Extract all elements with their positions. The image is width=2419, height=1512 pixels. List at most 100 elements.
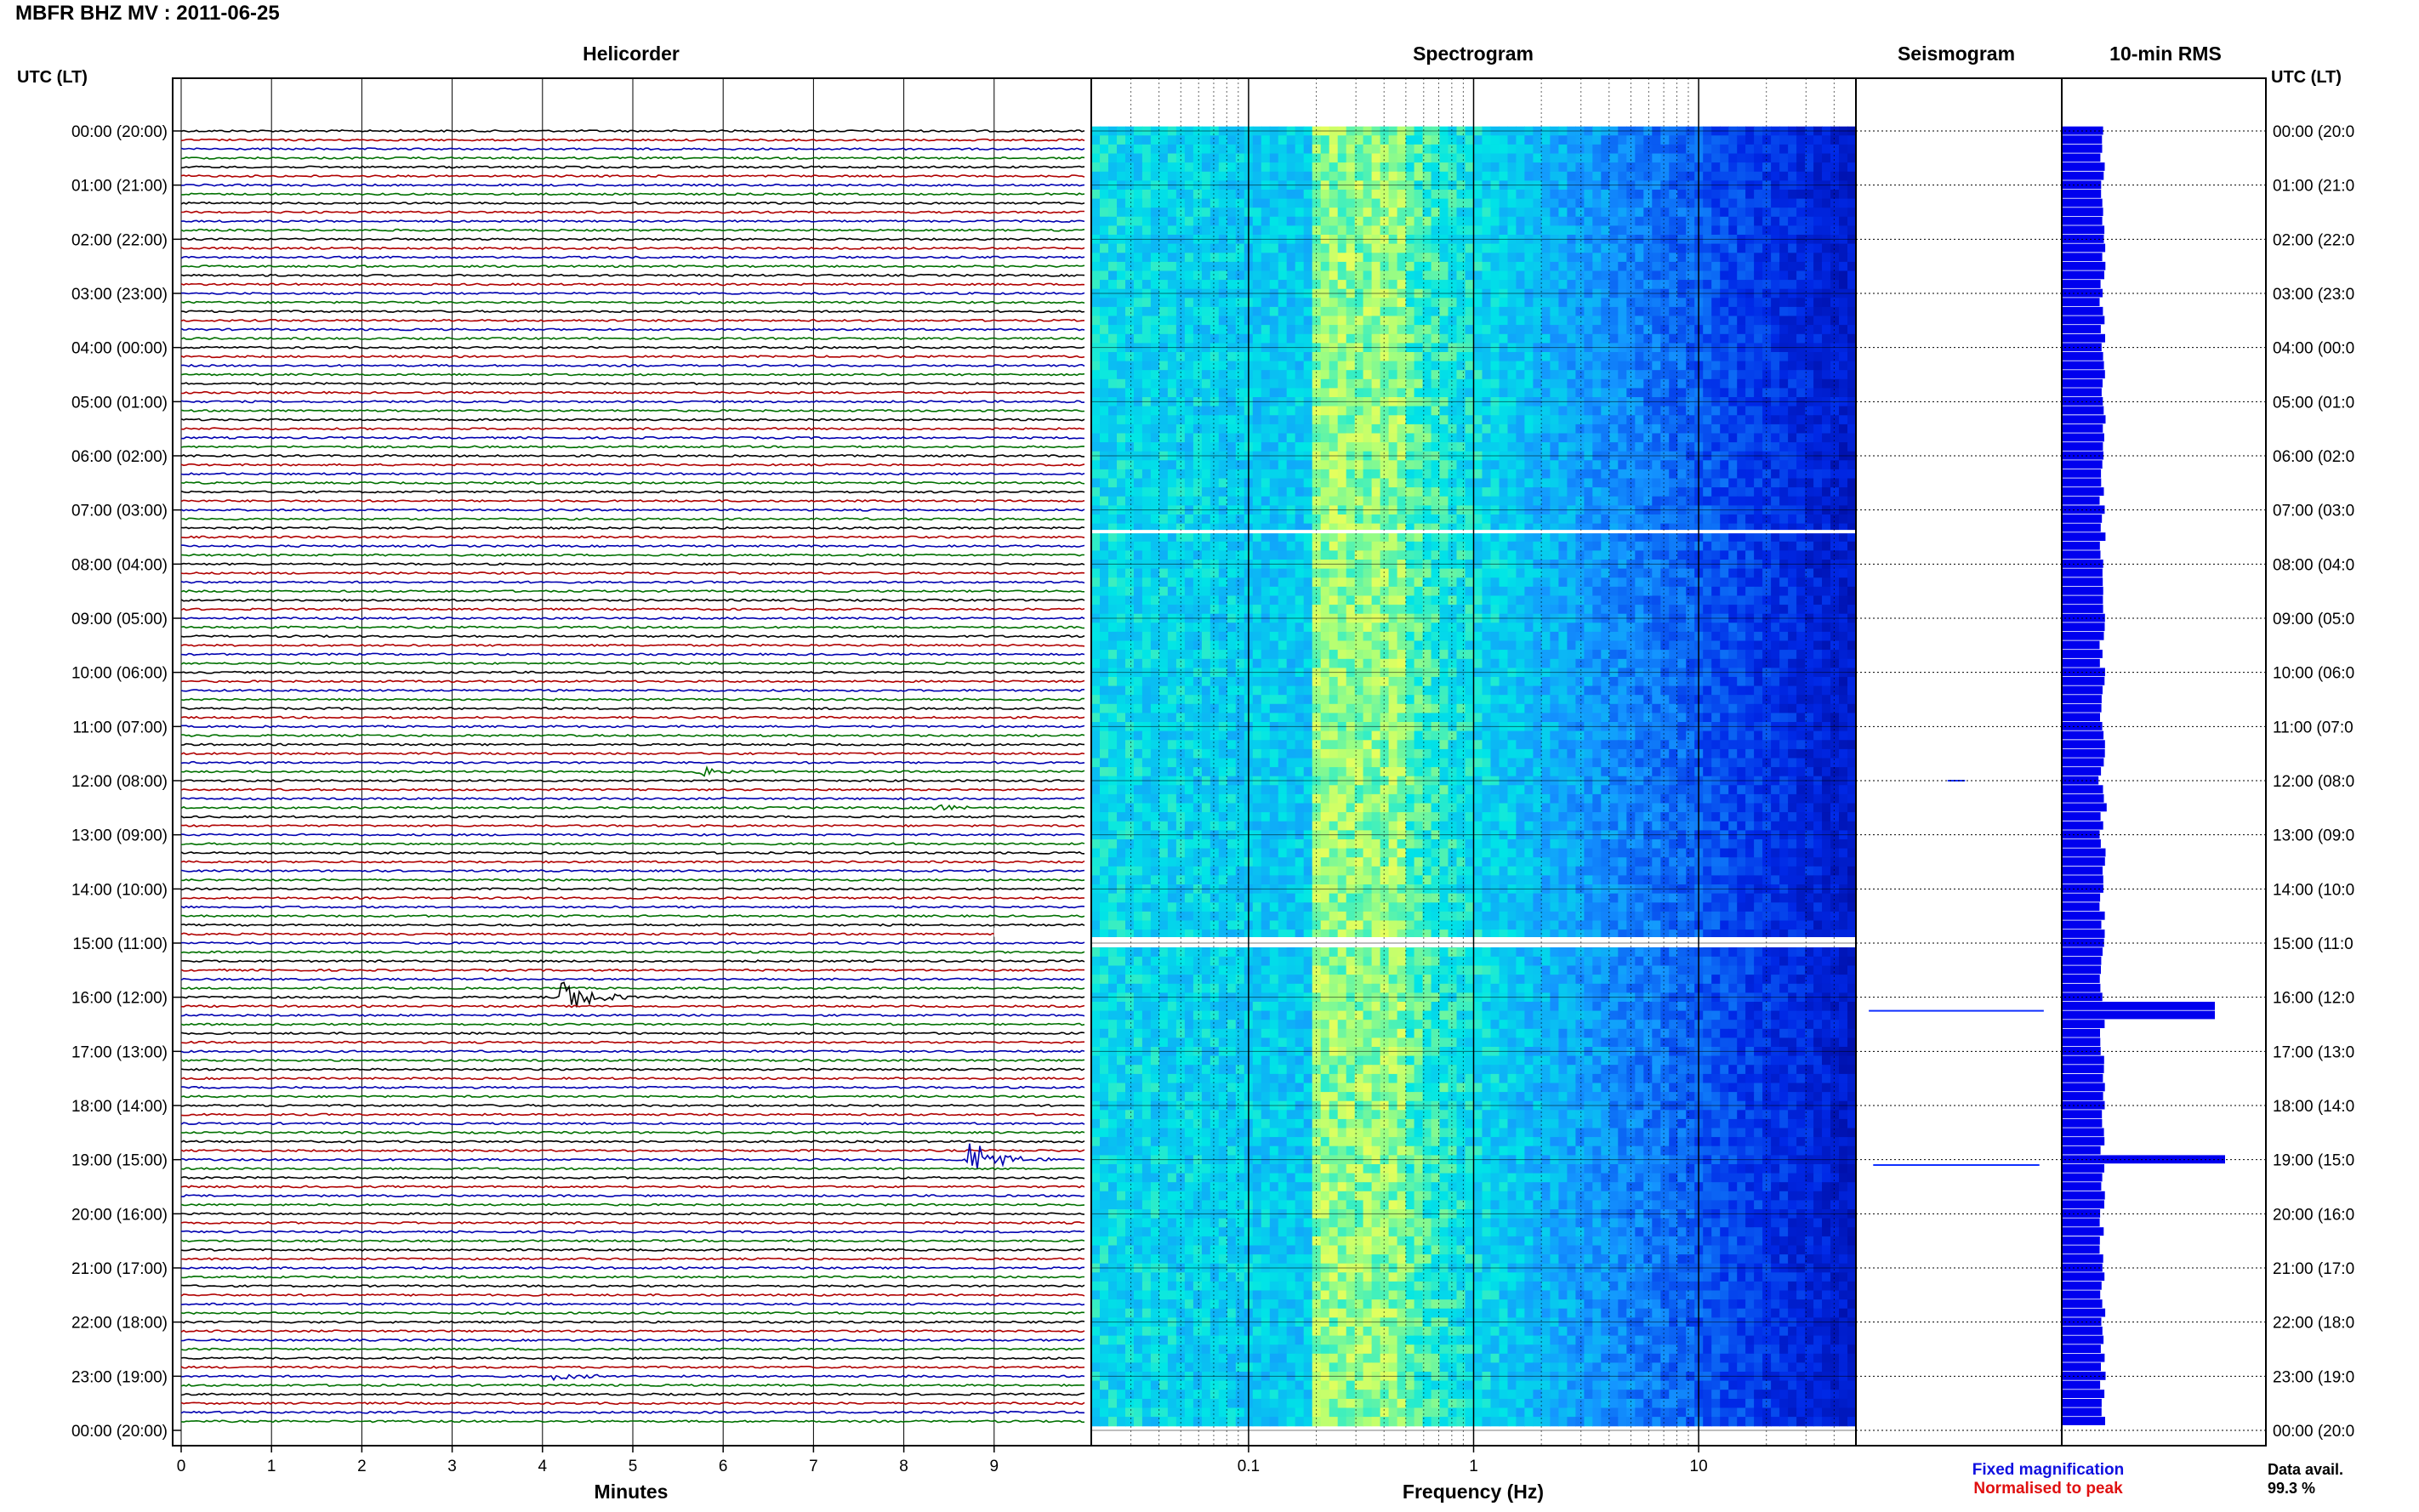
spectrogram-cell <box>1235 270 1245 281</box>
spectrogram-cell <box>1575 153 1585 163</box>
spectrogram-cell <box>1813 487 1823 497</box>
spectrogram-cell <box>1720 225 1729 236</box>
spectrogram-cell <box>1192 605 1203 615</box>
spectrogram-cell <box>1490 225 1500 236</box>
spectrogram-cell <box>1567 478 1576 488</box>
spectrogram-cell <box>1380 198 1390 208</box>
spectrogram-cell <box>1609 270 1619 281</box>
spectrogram-cell <box>1762 577 1772 588</box>
helicorder-trace-row <box>180 156 1085 160</box>
spectrogram-cell <box>1414 370 1424 380</box>
spectrogram-cell <box>1524 207 1534 218</box>
spectrogram-cell <box>1117 460 1126 470</box>
spectrogram-cell <box>1550 415 1559 425</box>
spectrogram-cell <box>1677 298 1687 308</box>
spectrogram-cell <box>1541 605 1551 615</box>
spectrogram-cell <box>1337 225 1347 236</box>
spectrogram-cell <box>1227 605 1237 615</box>
spectrogram-cell <box>1635 361 1644 371</box>
spectrogram-cell <box>1737 469 1746 480</box>
spectrogram-cell <box>1728 162 1738 173</box>
spectrogram-cell <box>1813 270 1823 281</box>
spectrogram-cell <box>1439 198 1449 208</box>
helicorder-trace-row <box>180 246 1085 250</box>
spectrogram-cell <box>1269 460 1279 470</box>
spectrogram-cell <box>1507 135 1517 145</box>
spectrogram-cell <box>1635 216 1644 226</box>
spectrogram-cell <box>1388 225 1398 236</box>
spectrogram-cell <box>1550 261 1559 272</box>
spectrogram-cell <box>1669 171 1678 181</box>
spectrogram-cell <box>1346 190 1356 200</box>
spectrogram-cell <box>1150 333 1160 344</box>
spectrogram-cell <box>1754 514 1763 525</box>
helicorder-trace-row <box>180 941 1085 946</box>
spectrogram-cell <box>1201 298 1211 308</box>
spectrogram-cell <box>1158 550 1169 560</box>
spectrogram-cell <box>1141 361 1152 371</box>
spectrogram-cell <box>1354 253 1364 263</box>
spectrogram-cell <box>1439 171 1449 181</box>
spectrogram-cell <box>1141 325 1152 335</box>
spectrogram-cell <box>1141 415 1152 425</box>
spectrogram-cell <box>1771 550 1780 560</box>
spectrogram-cell <box>1380 190 1390 200</box>
spectrogram-cell <box>1388 207 1398 218</box>
spectrogram-cell <box>1363 162 1373 173</box>
spectrogram-cell <box>1320 198 1330 208</box>
helicorder-trace-row <box>180 435 1085 440</box>
spectrogram-cell <box>1261 523 1271 533</box>
spectrogram-cell <box>1295 198 1305 208</box>
spectrogram-cell <box>1091 153 1101 163</box>
spectrogram-cell <box>1108 243 1118 253</box>
spectrogram-cell <box>1133 541 1143 551</box>
spectrogram-cell <box>1210 253 1220 263</box>
spectrogram-cell <box>1711 514 1721 525</box>
spectrogram-cell <box>1422 442 1432 452</box>
spectrogram-cell <box>1337 406 1347 416</box>
spectrogram-cell <box>1805 487 1814 497</box>
spectrogram-cell <box>1158 315 1169 326</box>
spectrogram-cell <box>1592 460 1602 470</box>
spectrogram-cell <box>1218 216 1228 226</box>
spectrogram-cell <box>1558 423 1568 435</box>
spectrogram-cell <box>1711 478 1721 488</box>
spectrogram-cell <box>1167 460 1177 470</box>
helicorder-trace-row <box>180 1419 1084 1424</box>
spectrogram-cell <box>1133 315 1143 326</box>
spectrogram-cell <box>1711 460 1721 470</box>
spectrogram-cell <box>1448 306 1458 317</box>
spectrogram-cell <box>1329 595 1339 605</box>
spectrogram-cell <box>1141 216 1152 226</box>
spectrogram-cell <box>1558 378 1568 389</box>
spectrogram-cell <box>1482 433 1492 443</box>
spectrogram-cell <box>1533 577 1542 588</box>
spectrogram-cell <box>1660 478 1670 488</box>
spectrogram-cell <box>1575 280 1585 290</box>
spectrogram-cell <box>1439 406 1449 416</box>
spectrogram-cell <box>1286 388 1296 398</box>
spectrogram-cell <box>1201 225 1211 236</box>
spectrogram-cell <box>1388 306 1398 317</box>
spectrogram-cell <box>1728 496 1738 506</box>
spectrogram-cell <box>1252 388 1262 398</box>
spectrogram-cell <box>1363 198 1373 208</box>
spectrogram-cell <box>1218 541 1228 551</box>
spectrogram-cell <box>1745 207 1755 218</box>
spectrogram-cell <box>1669 406 1678 416</box>
spectrogram-cell <box>1720 550 1729 560</box>
spectrogram-cell <box>1558 225 1568 236</box>
spectrogram-cell <box>1337 378 1347 389</box>
spectrogram-cell <box>1609 315 1619 326</box>
spectrogram-cell <box>1745 378 1755 389</box>
spectrogram-cell <box>1346 388 1356 398</box>
spectrogram-cell <box>1286 225 1296 236</box>
spectrogram-cell <box>1771 415 1780 425</box>
spectrogram-cell <box>1822 442 1831 452</box>
spectrogram-cell <box>1380 433 1390 443</box>
spectrogram-cell <box>1490 198 1500 208</box>
spectrogram-cell <box>1839 442 1848 452</box>
spectrogram-cell <box>1473 478 1483 488</box>
spectrogram-cell <box>1337 325 1347 335</box>
spectrogram-cell <box>1533 568 1542 578</box>
